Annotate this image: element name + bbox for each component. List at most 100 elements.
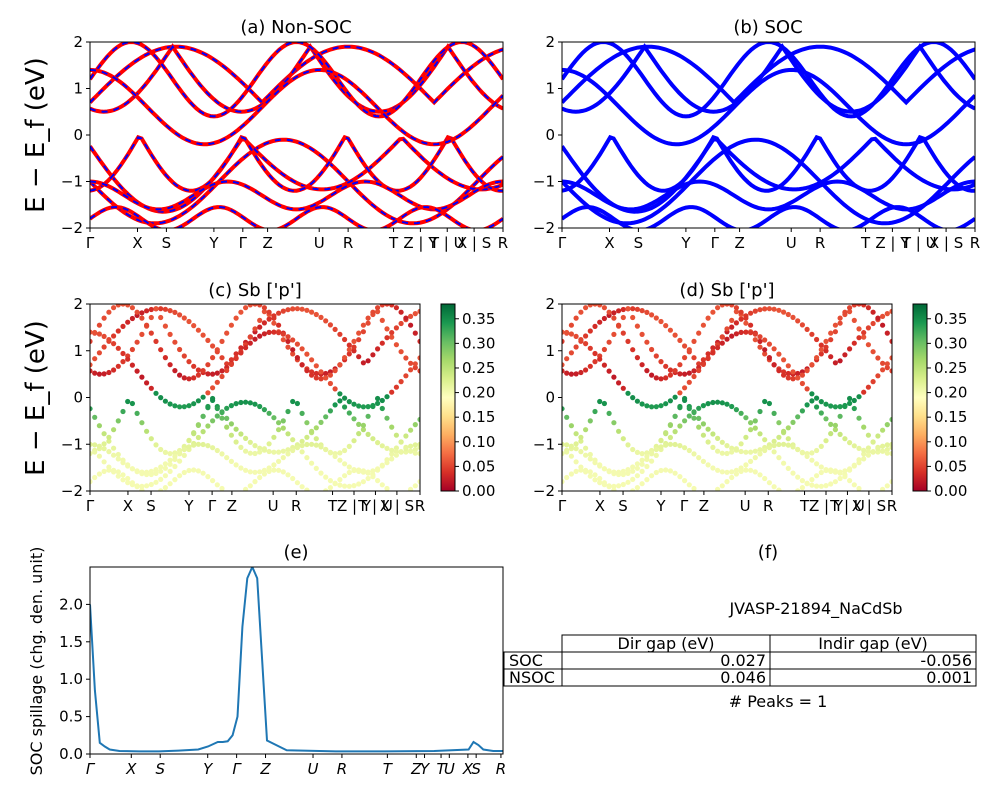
projection-point xyxy=(653,353,659,359)
projection-point xyxy=(299,362,305,368)
projection-point xyxy=(583,341,589,347)
projection-point xyxy=(677,390,683,396)
projection-point xyxy=(285,472,291,478)
projection-point xyxy=(785,375,791,381)
projection-point xyxy=(625,470,631,476)
projection-point xyxy=(393,449,399,455)
projection-point xyxy=(238,345,244,351)
projection-point xyxy=(781,357,787,363)
projection-point xyxy=(856,415,862,421)
projection-point xyxy=(337,398,343,404)
projection-point xyxy=(865,305,872,311)
projection-point xyxy=(224,330,230,336)
panel-b-bands xyxy=(562,42,975,228)
projection-point xyxy=(597,304,603,308)
panel-e-frame xyxy=(89,566,504,755)
projection-point xyxy=(276,427,282,433)
projection-point xyxy=(705,426,711,432)
xtick-label: Γ xyxy=(239,234,248,252)
projection-point xyxy=(266,448,272,455)
projection-point xyxy=(592,350,598,357)
projection-point xyxy=(403,446,409,452)
projection-point xyxy=(224,415,230,421)
projection-point xyxy=(583,452,589,458)
projection-point xyxy=(375,346,381,352)
projection-point xyxy=(592,323,598,329)
projection-point xyxy=(620,385,626,391)
projection-point xyxy=(696,330,702,336)
projection-point xyxy=(172,368,178,374)
projection-point xyxy=(210,445,216,451)
projection-point xyxy=(573,371,579,377)
projection-point xyxy=(139,469,145,475)
projection-point xyxy=(313,311,319,318)
projection-point xyxy=(384,460,390,466)
projection-point xyxy=(578,309,584,315)
projection-point xyxy=(96,371,102,377)
projection-point xyxy=(332,386,338,392)
projection-point xyxy=(247,483,253,489)
projection-point xyxy=(323,474,329,480)
projection-point xyxy=(346,483,352,489)
projection-point xyxy=(233,426,239,432)
projection-point xyxy=(125,356,131,362)
projection-point xyxy=(111,467,117,473)
projection-point xyxy=(587,363,593,369)
projection-point xyxy=(752,469,758,475)
projection-point xyxy=(304,441,310,448)
projection-point xyxy=(313,375,319,381)
projection-point xyxy=(818,347,824,353)
projection-point xyxy=(134,339,140,345)
projection-point xyxy=(257,469,263,475)
projection-point xyxy=(346,351,352,357)
projection-point xyxy=(346,399,352,405)
xtick-label: R xyxy=(887,497,897,515)
projection-point xyxy=(356,337,362,343)
projection-point xyxy=(167,461,173,467)
projection-point xyxy=(243,467,249,473)
projection-point xyxy=(856,485,862,491)
projection-point xyxy=(177,450,183,456)
projection-point xyxy=(219,415,225,421)
projection-point xyxy=(290,347,296,353)
projection-point xyxy=(667,422,674,428)
xtick-label: X xyxy=(595,497,605,515)
projection-point xyxy=(568,371,575,377)
projection-point xyxy=(228,322,234,328)
projection-point xyxy=(195,434,201,441)
projection-point xyxy=(290,447,296,454)
projection-point xyxy=(634,473,641,479)
projection-point xyxy=(417,355,420,361)
projection-point xyxy=(762,437,768,443)
projection-point xyxy=(880,367,886,373)
projection-point xyxy=(92,414,98,420)
colorbar-tick-label: 0.25 xyxy=(462,359,495,377)
projection-point xyxy=(96,423,102,429)
projection-point xyxy=(304,487,310,491)
projection-point xyxy=(847,395,853,402)
projection-point xyxy=(356,403,362,409)
projection-point xyxy=(710,444,716,450)
panel-c-title: (c) Sb ['p'] xyxy=(208,280,302,301)
projection-point xyxy=(318,444,324,450)
projection-point xyxy=(271,415,277,421)
projection-point xyxy=(389,447,395,453)
projection-point xyxy=(365,320,371,326)
projection-point xyxy=(177,372,183,378)
projection-point xyxy=(799,450,806,456)
projection-point xyxy=(776,487,782,491)
projection-point xyxy=(90,479,93,485)
projection-point xyxy=(729,333,735,339)
xtick-label: X | S xyxy=(929,234,963,252)
projection-point xyxy=(634,449,641,455)
projection-point xyxy=(134,410,140,416)
projection-point xyxy=(195,422,201,428)
projection-point xyxy=(785,442,791,448)
ytick-label: 1 xyxy=(73,80,83,98)
projection-point xyxy=(120,472,126,478)
projection-point xyxy=(92,356,98,362)
projection-point xyxy=(837,315,843,321)
projection-point xyxy=(562,441,565,447)
projection-point xyxy=(191,431,197,437)
projection-point xyxy=(766,400,773,407)
